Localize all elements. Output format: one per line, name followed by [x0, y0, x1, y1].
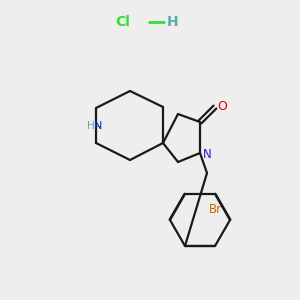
- Text: O: O: [217, 100, 227, 113]
- Text: H: H: [87, 121, 95, 131]
- Text: N: N: [94, 121, 102, 131]
- Text: H: H: [167, 15, 178, 29]
- Text: Cl: Cl: [115, 15, 130, 29]
- Text: N: N: [203, 148, 212, 160]
- Text: Br: Br: [208, 203, 222, 216]
